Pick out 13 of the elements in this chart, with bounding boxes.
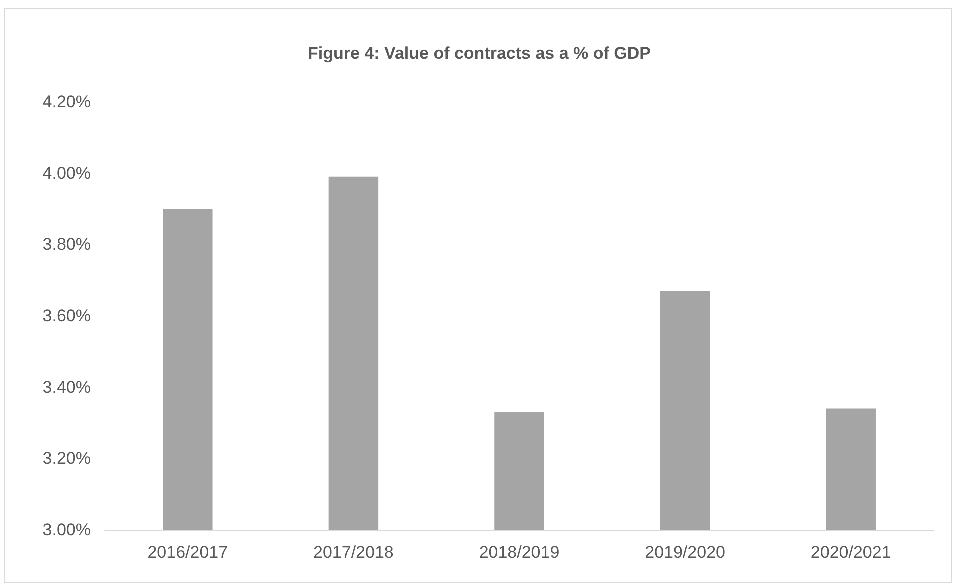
x-tick-label: 2018/2019 <box>479 543 560 562</box>
y-tick-label: 3.80% <box>42 235 91 254</box>
chart-title: Figure 4: Value of contracts as a % of GDP <box>308 44 651 63</box>
y-tick-label: 4.00% <box>42 164 91 183</box>
y-tick-label: 3.20% <box>42 449 91 468</box>
x-tick-label: 2017/2018 <box>314 543 394 562</box>
y-tick-label: 3.60% <box>42 306 91 326</box>
y-tick-label: 3.40% <box>42 378 91 397</box>
x-tick-label: 2016/2017 <box>148 543 228 562</box>
y-tick-label: 3.00% <box>42 520 91 540</box>
x-tick-label: 2019/2020 <box>645 543 726 562</box>
y-tick-label: 4.20% <box>42 92 91 112</box>
x-tick-label: 2020/2021 <box>810 543 892 562</box>
